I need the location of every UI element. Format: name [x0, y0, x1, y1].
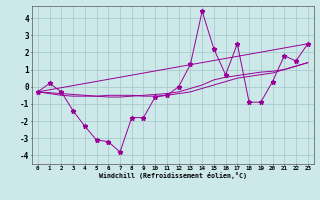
X-axis label: Windchill (Refroidissement éolien,°C): Windchill (Refroidissement éolien,°C) [99, 172, 247, 179]
